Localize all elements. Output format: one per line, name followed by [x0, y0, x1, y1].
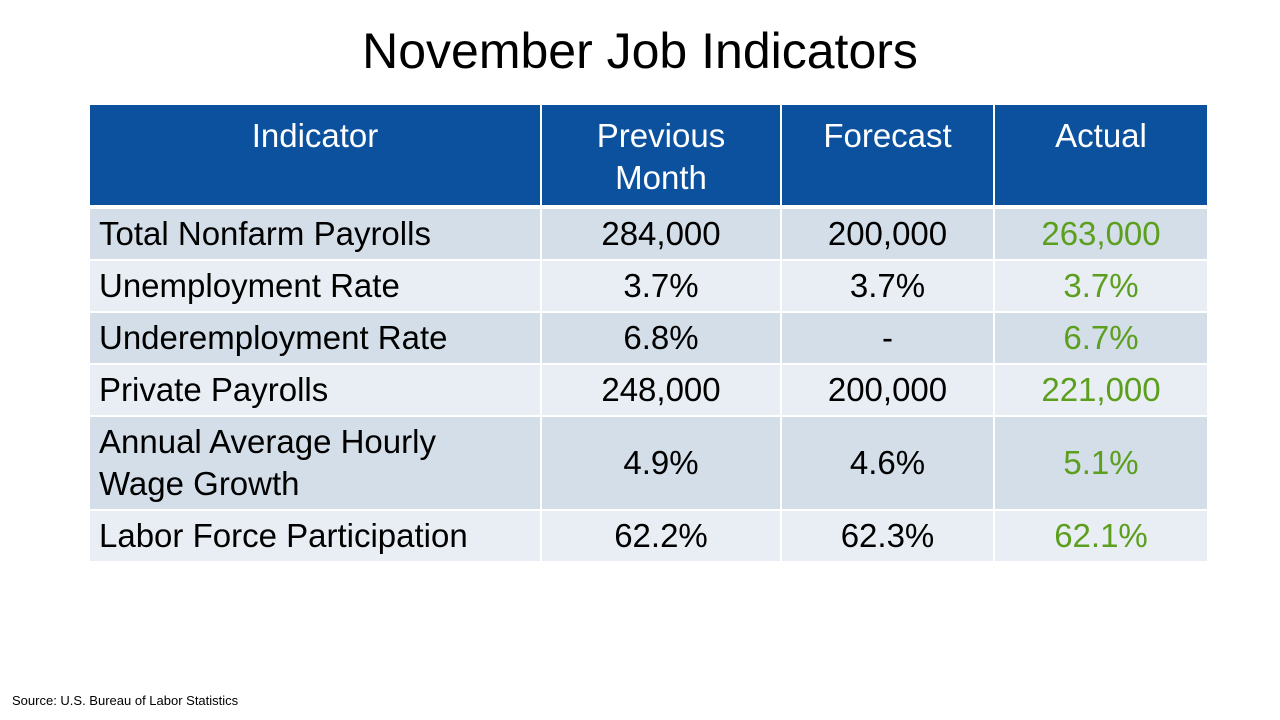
value-cell: 248,000	[541, 364, 782, 417]
actual-cell: 5.1%	[994, 416, 1207, 511]
indicator-table: Indicator Previous Month Forecast Actual To…	[90, 105, 1207, 563]
value-cell: 284,000	[541, 207, 782, 261]
indicator-cell: Labor Force Participation	[90, 510, 542, 563]
header-row: Indicator Previous Month Forecast Actual	[90, 105, 1207, 209]
value-cell: 62.3%	[781, 510, 995, 563]
title: November Job Indicators	[362, 23, 918, 79]
value-cell: 6.8%	[541, 312, 782, 365]
header-cell: Indicator	[90, 105, 542, 209]
table-row: Total Nonfarm Payrolls 284,000 200,000 263,…	[90, 207, 1207, 261]
table-body: Total Nonfarm Payrolls 284,000 200,000 263,…	[90, 207, 1207, 563]
value-cell: 200,000	[781, 207, 995, 261]
value-cell: 3.7%	[541, 260, 782, 313]
value-cell: 4.6%	[781, 416, 995, 511]
table-row: Underemployment Rate 6.8% -6.7%	[90, 312, 1207, 365]
indicator-cell: Private Payrolls	[90, 364, 542, 417]
indicator-cell: Unemployment Rate	[90, 260, 542, 313]
value-cell: 62.2%	[541, 510, 782, 563]
table-row: Annual Average Hourly Wage Growth 4.9% 4.6…	[90, 416, 1207, 511]
header-cell: Forecast	[781, 105, 995, 209]
actual-cell: 62.1%	[994, 510, 1207, 563]
table-row: Labor Force Participation 62.2% 62.3% 62.1%	[90, 510, 1207, 563]
header-cell: Previous Month	[541, 105, 782, 209]
indicator-cell: Annual Average Hourly Wage Growth	[90, 416, 542, 511]
actual-cell: 6.7%	[994, 312, 1207, 365]
value-cell: 200,000	[781, 364, 995, 417]
source-note: Source: U.S. Bureau of Labor Statistics	[12, 693, 239, 708]
value-cell: 3.7%	[781, 260, 995, 313]
indicator-cell: Total Nonfarm Payrolls	[90, 207, 542, 261]
table-row: Unemployment Rate 3.7% 3.7% 3.7%	[90, 260, 1207, 313]
indicator-cell: Underemployment Rate	[90, 312, 542, 365]
value-cell: -	[781, 312, 995, 365]
value-cell: 4.9%	[541, 416, 782, 511]
actual-cell: 221,000	[994, 364, 1207, 417]
actual-cell: 263,000	[994, 207, 1207, 261]
header-cell: Actual	[994, 105, 1207, 209]
table-row: Private Payrolls 248,000 200,000 221,000	[90, 364, 1207, 417]
actual-cell: 3.7%	[994, 260, 1207, 313]
